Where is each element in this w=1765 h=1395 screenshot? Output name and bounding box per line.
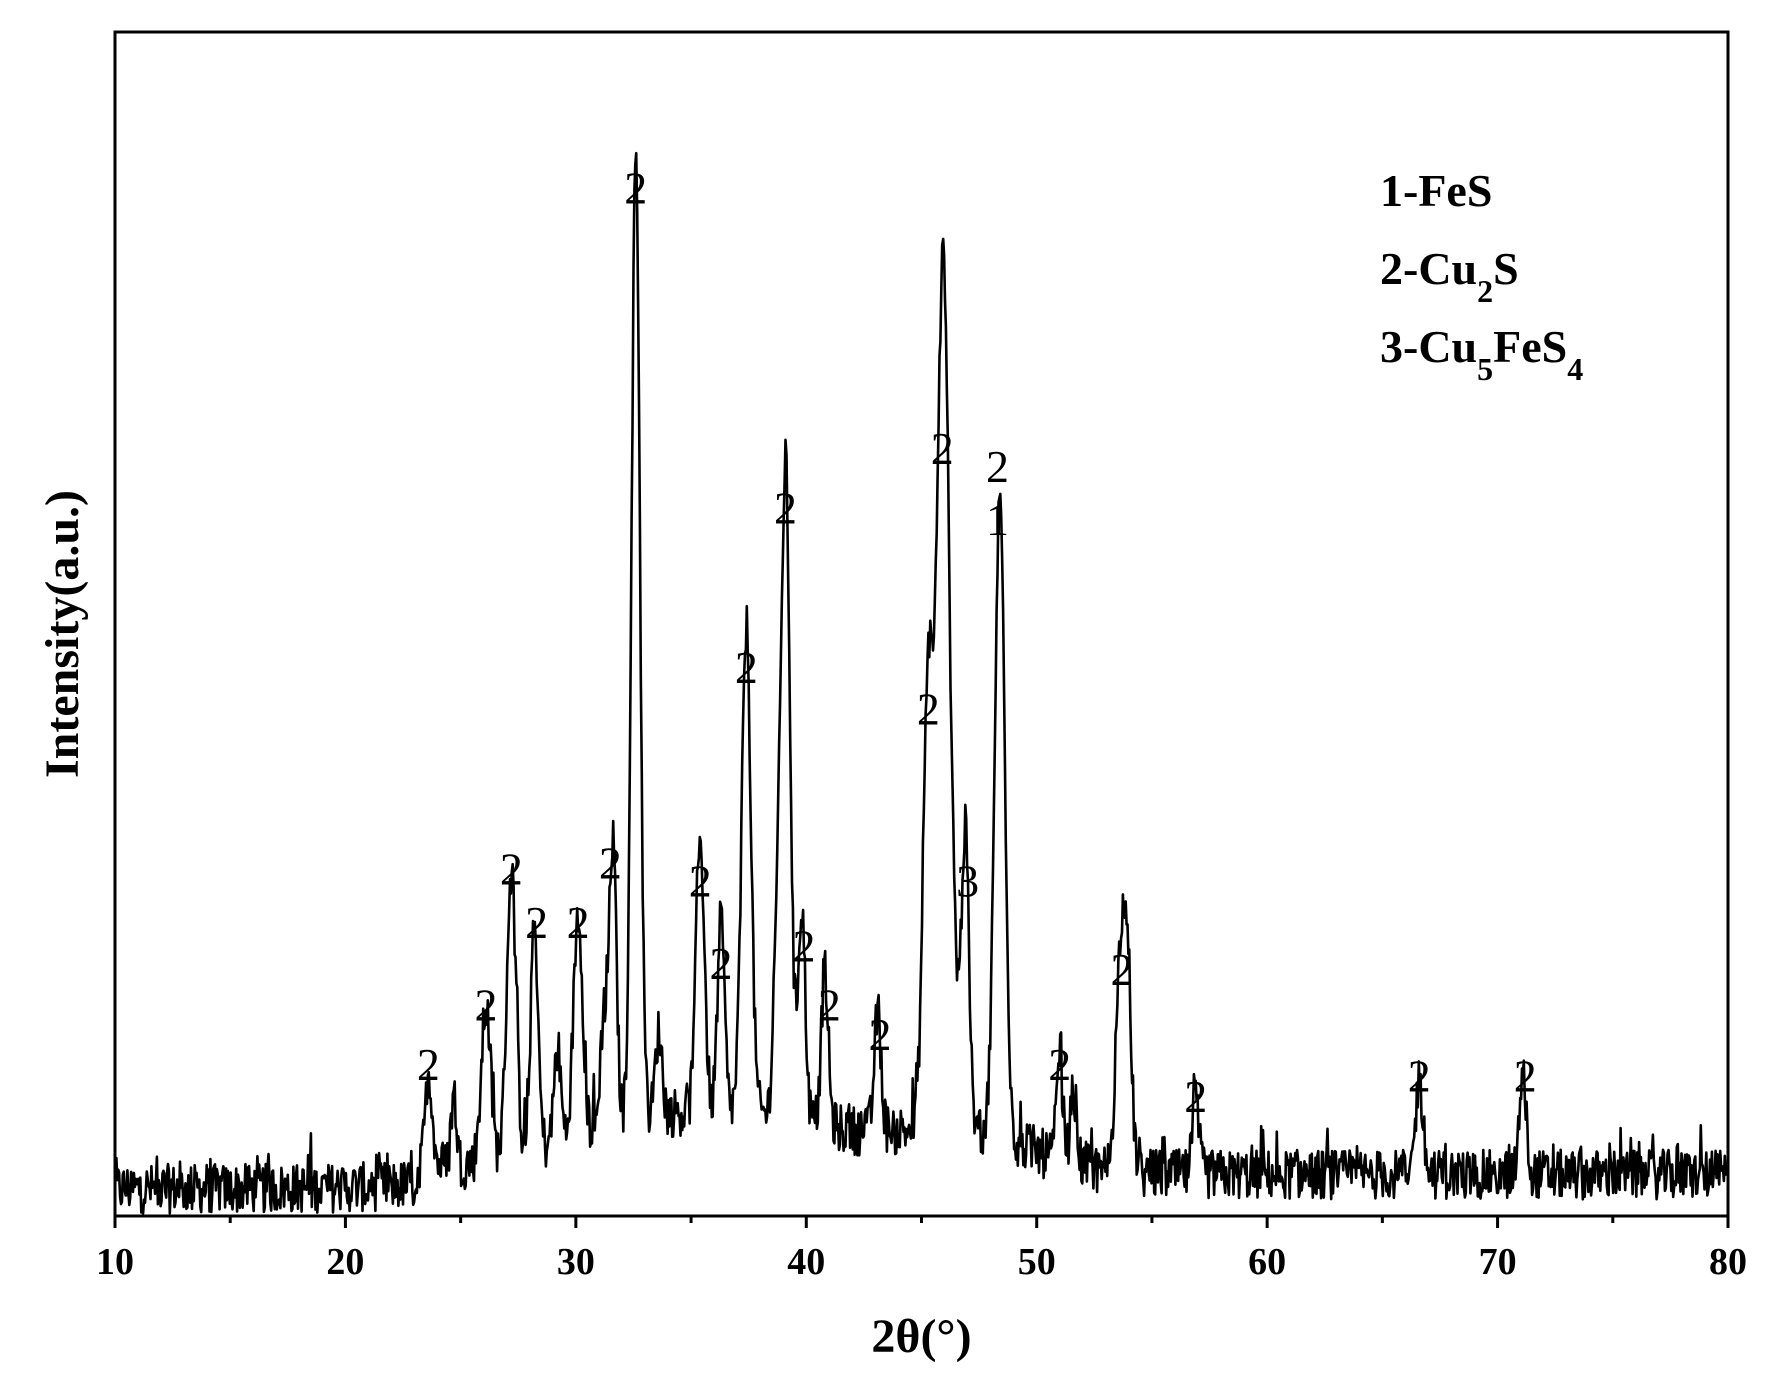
legend-entry: 3-Cu5FeS4 — [1380, 321, 1583, 387]
x-tick-label: 60 — [1248, 1241, 1286, 1283]
peak-label: 2 — [931, 423, 954, 474]
peak-label: 2 — [869, 1009, 892, 1060]
peak-label: 1 — [986, 494, 1009, 545]
peak-label: 2 — [1048, 1039, 1071, 1090]
peak-label: 2 — [474, 980, 497, 1031]
peak-label: 2 — [818, 980, 841, 1031]
peak-label: 2 — [710, 938, 733, 989]
peak-label: 2 — [567, 897, 590, 948]
peak-label: 2 — [735, 642, 758, 693]
peak-label: 2 — [624, 163, 647, 214]
peak-label: 2 — [986, 441, 1009, 492]
peak-label: 2 — [774, 482, 797, 533]
peak-label: 2 — [792, 920, 815, 971]
x-tick-label: 80 — [1709, 1241, 1747, 1283]
peak-label: 2 — [525, 897, 548, 948]
x-tick-label: 30 — [557, 1241, 595, 1283]
peak-label: 2 — [1408, 1051, 1431, 1102]
x-tick-label: 20 — [326, 1241, 364, 1283]
peak-label: 3 — [956, 855, 979, 906]
peak-label: 2 — [1110, 944, 1133, 995]
x-tick-label: 50 — [1018, 1241, 1056, 1283]
axis-ticks: 10 20 30 40 50 60 70 80 — [96, 1216, 1747, 1283]
legend-entry: 1-FeS — [1380, 165, 1492, 216]
x-axis-title: 2θ(°) — [871, 1310, 971, 1363]
peak-label: 2 — [500, 843, 523, 894]
peak-label: 2 — [917, 684, 940, 735]
series-layer — [114, 151, 1729, 1215]
peak-label: 2 — [689, 855, 712, 906]
peak-label: 2 — [417, 1039, 440, 1090]
x-tick-label: 40 — [787, 1241, 825, 1283]
series-line — [114, 151, 1729, 1215]
peak-label: 2 — [599, 838, 622, 889]
x-tick-label: 10 — [96, 1241, 134, 1283]
peak-label: 2 — [1184, 1071, 1207, 1122]
peak-label: 2 — [1514, 1051, 1537, 1102]
legend: 1-FeS 2-Cu2S 3-Cu5FeS4 — [1380, 165, 1583, 387]
legend-entry: 2-Cu2S — [1380, 243, 1519, 309]
x-tick-label: 70 — [1479, 1241, 1517, 1283]
y-axis-title: Intensity(a.u.) — [36, 490, 89, 778]
